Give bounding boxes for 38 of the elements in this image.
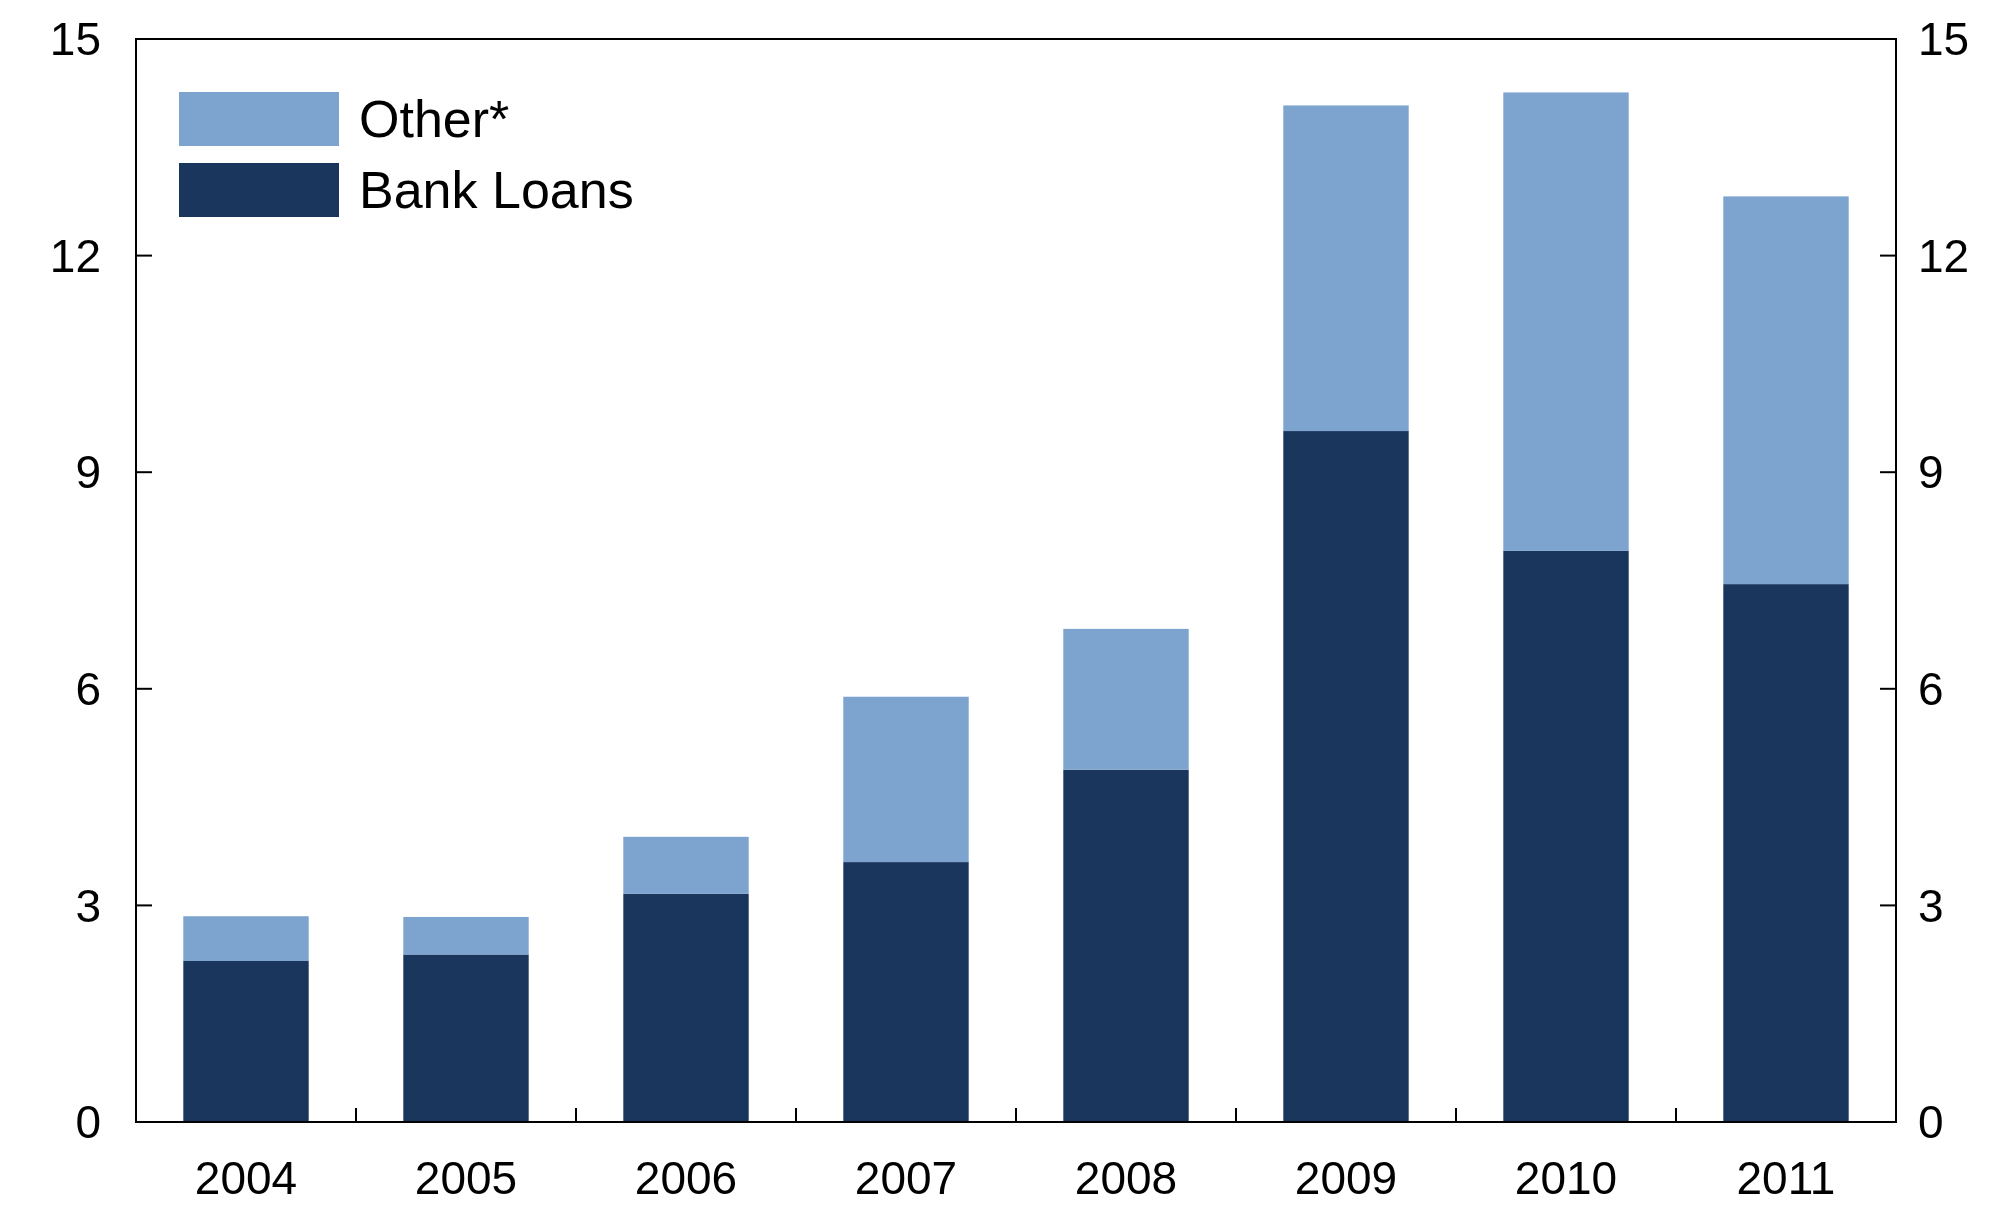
- x-tick-label: 2011: [1736, 1152, 1836, 1204]
- y2-tick-label: 12: [1918, 229, 1970, 282]
- x-tick-label: 2008: [1074, 1152, 1178, 1204]
- y2-tick-label: 0: [1918, 1096, 1944, 1149]
- x-tick-label: 2007: [854, 1152, 958, 1204]
- bar: [183, 916, 309, 961]
- bar: [1063, 628, 1189, 770]
- bar: [623, 893, 749, 1122]
- y2-tick-label: 3: [1918, 879, 1944, 932]
- y-tick-label: 3: [75, 879, 101, 932]
- x-tick-label: 2010: [1514, 1152, 1618, 1204]
- bar: [183, 960, 309, 1122]
- bar: [1283, 431, 1409, 1122]
- y-tick-label: 9: [75, 446, 101, 499]
- bar: [1503, 92, 1629, 551]
- x-tick-label: 2006: [634, 1152, 738, 1204]
- y-tick-label: 6: [75, 662, 101, 715]
- bar: [403, 954, 529, 1122]
- legend-label: Bank Loans: [359, 161, 634, 220]
- bar: [403, 916, 529, 955]
- bar: [843, 862, 969, 1122]
- bar: [1063, 769, 1189, 1122]
- x-tick-label: 2004: [194, 1152, 298, 1204]
- y-tick-label: 12: [49, 229, 101, 282]
- x-tick-label: 2009: [1294, 1152, 1398, 1204]
- x-tick-label: 2005: [414, 1152, 518, 1204]
- bar: [1503, 550, 1629, 1122]
- y2-tick-label: 6: [1918, 662, 1944, 715]
- legend-label: Other*: [359, 90, 510, 149]
- bar: [1283, 105, 1409, 432]
- y2-tick-label: 15: [1918, 13, 1970, 66]
- y2-tick-label: 9: [1918, 446, 1944, 499]
- bar: [1723, 196, 1849, 585]
- y-tick-label: 15: [49, 13, 101, 66]
- bar: [623, 836, 749, 894]
- bar: [843, 696, 969, 863]
- bar: [1723, 584, 1849, 1122]
- y-tick-label: 0: [75, 1096, 101, 1149]
